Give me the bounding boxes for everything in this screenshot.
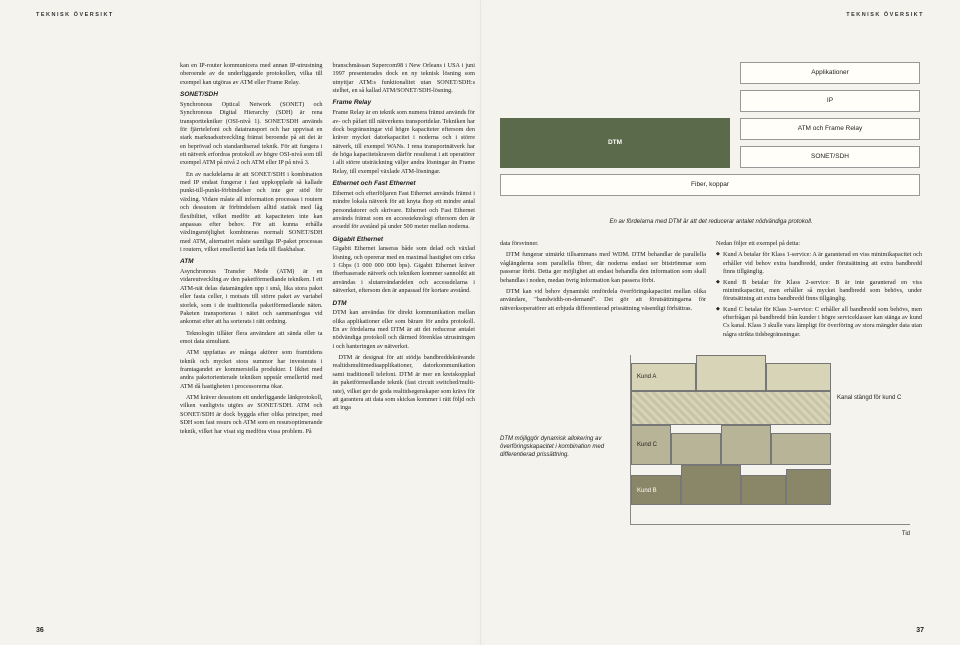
layer-atm-framerelay: ATM och Frame Relay	[740, 118, 920, 140]
label-kund-b: Kund B	[637, 487, 657, 495]
header-left: TEKNISK ÖVERSIKT	[36, 12, 114, 19]
para: DTM kan användas för direkt kommunikatio…	[333, 309, 476, 351]
heading-framerelay: Frame Relay	[333, 99, 476, 108]
label-kund-c: Kund C	[637, 441, 657, 449]
layer-applikationer: Applikationer	[740, 62, 920, 84]
para: Synchronous Optical Network (SONET) och …	[180, 101, 323, 168]
para: Frame Relay är en teknik som numera främ…	[333, 109, 476, 176]
bar-kund-b-3	[741, 475, 786, 505]
para: Ethernet och efterföljaren Fast Ethernet…	[333, 190, 476, 232]
diagram-caption: En av fördelarna med DTM är att det redu…	[500, 218, 922, 226]
bandwidth-chart: Kund A Kanal stängd för kund C Kund C Ku…	[630, 355, 910, 525]
para: DTM kan vid behov dynamiskt omfördela öv…	[500, 288, 706, 313]
heading-sonet: SONET/SDH	[180, 91, 323, 100]
column-2: branschmässan Supercom98 i New Orleans i…	[333, 62, 476, 439]
column-1: kan en IP-router kommunicera med annan I…	[180, 62, 323, 439]
para: kan en IP-router kommunicera med annan I…	[180, 62, 323, 87]
label-kanal: Kanal stängd för kund C	[837, 395, 907, 402]
list-item: Kund B betalar för Klass 2-service: B är…	[716, 279, 922, 304]
para: data försvinner.	[500, 240, 706, 248]
para: ATM uppfattas av många aktörer som framt…	[180, 349, 323, 391]
para: Teknologin tillåter flera användare att …	[180, 330, 323, 347]
page-number-right: 37	[916, 626, 924, 635]
para: Gigabit Ethernet lanseras både som delad…	[333, 245, 476, 295]
para: Nedan följer ett exempel på detta:	[716, 240, 922, 248]
bar-kund-a-2	[696, 355, 766, 391]
bar-kund-c-3	[721, 425, 771, 465]
header-right: TEKNISK ÖVERSIKT	[846, 12, 924, 19]
layer-dtm: DTM	[500, 118, 730, 168]
right-page: Applikationer IP DTM ATM och Frame Relay…	[500, 62, 922, 545]
bandwidth-chart-area: DTM möjliggör dynamisk allokering av öve…	[500, 355, 922, 545]
heading-ethernet: Ethernet och Fast Ethernet	[333, 180, 476, 189]
bar-kund-c-2	[671, 433, 721, 465]
service-class-list: Kund A betalar för Klass 1-service: A är…	[716, 251, 922, 339]
right-col-1: data försvinner. DTM fungerar utmärkt ti…	[500, 240, 706, 341]
list-item: Kund C betalar för Klass 3-service: C er…	[716, 306, 922, 339]
heading-dtm: DTM	[333, 300, 476, 309]
chart-caption: DTM möjliggör dynamisk allokering av öve…	[500, 435, 610, 459]
bar-kund-a-3	[766, 363, 831, 391]
page-number-left: 36	[36, 626, 44, 635]
para: branschmässan Supercom98 i New Orleans i…	[333, 62, 476, 95]
right-col-2: Nedan följer ett exempel på detta: Kund …	[716, 240, 922, 341]
para: Asynchronous Transfer Mode (ATM) är en v…	[180, 268, 323, 327]
heading-gigabit: Gigabit Ethernet	[333, 236, 476, 245]
para: ATM kräver dessutom ett underliggande lä…	[180, 394, 323, 436]
right-text-columns: data försvinner. DTM fungerar utmärkt ti…	[500, 240, 922, 341]
protocol-diagram: Applikationer IP DTM ATM och Frame Relay…	[500, 62, 922, 212]
layer-fiber: Fiber, koppar	[500, 174, 920, 196]
left-page-columns: kan en IP-router kommunicera med annan I…	[180, 62, 475, 439]
bar-kund-c-4	[771, 433, 831, 465]
x-axis-label: Tid	[902, 530, 910, 538]
para: En av nackdelarna är att SONET/SDH i kom…	[180, 171, 323, 255]
layer-sonet-sdh: SONET/SDH	[740, 146, 920, 168]
list-item: Kund A betalar för Klass 1-service: A är…	[716, 251, 922, 276]
bar-kanal	[631, 391, 831, 425]
heading-atm: ATM	[180, 258, 323, 267]
label-kund-a: Kund A	[637, 373, 656, 381]
para: DTM fungerar utmärkt tillsammans med WDM…	[500, 251, 706, 284]
layer-ip: IP	[740, 90, 920, 112]
bar-kund-b-4	[786, 469, 831, 505]
bar-kund-b-2	[681, 465, 741, 505]
para: DTM är designat för att stödja bandbredd…	[333, 354, 476, 413]
page-spine	[480, 0, 481, 645]
